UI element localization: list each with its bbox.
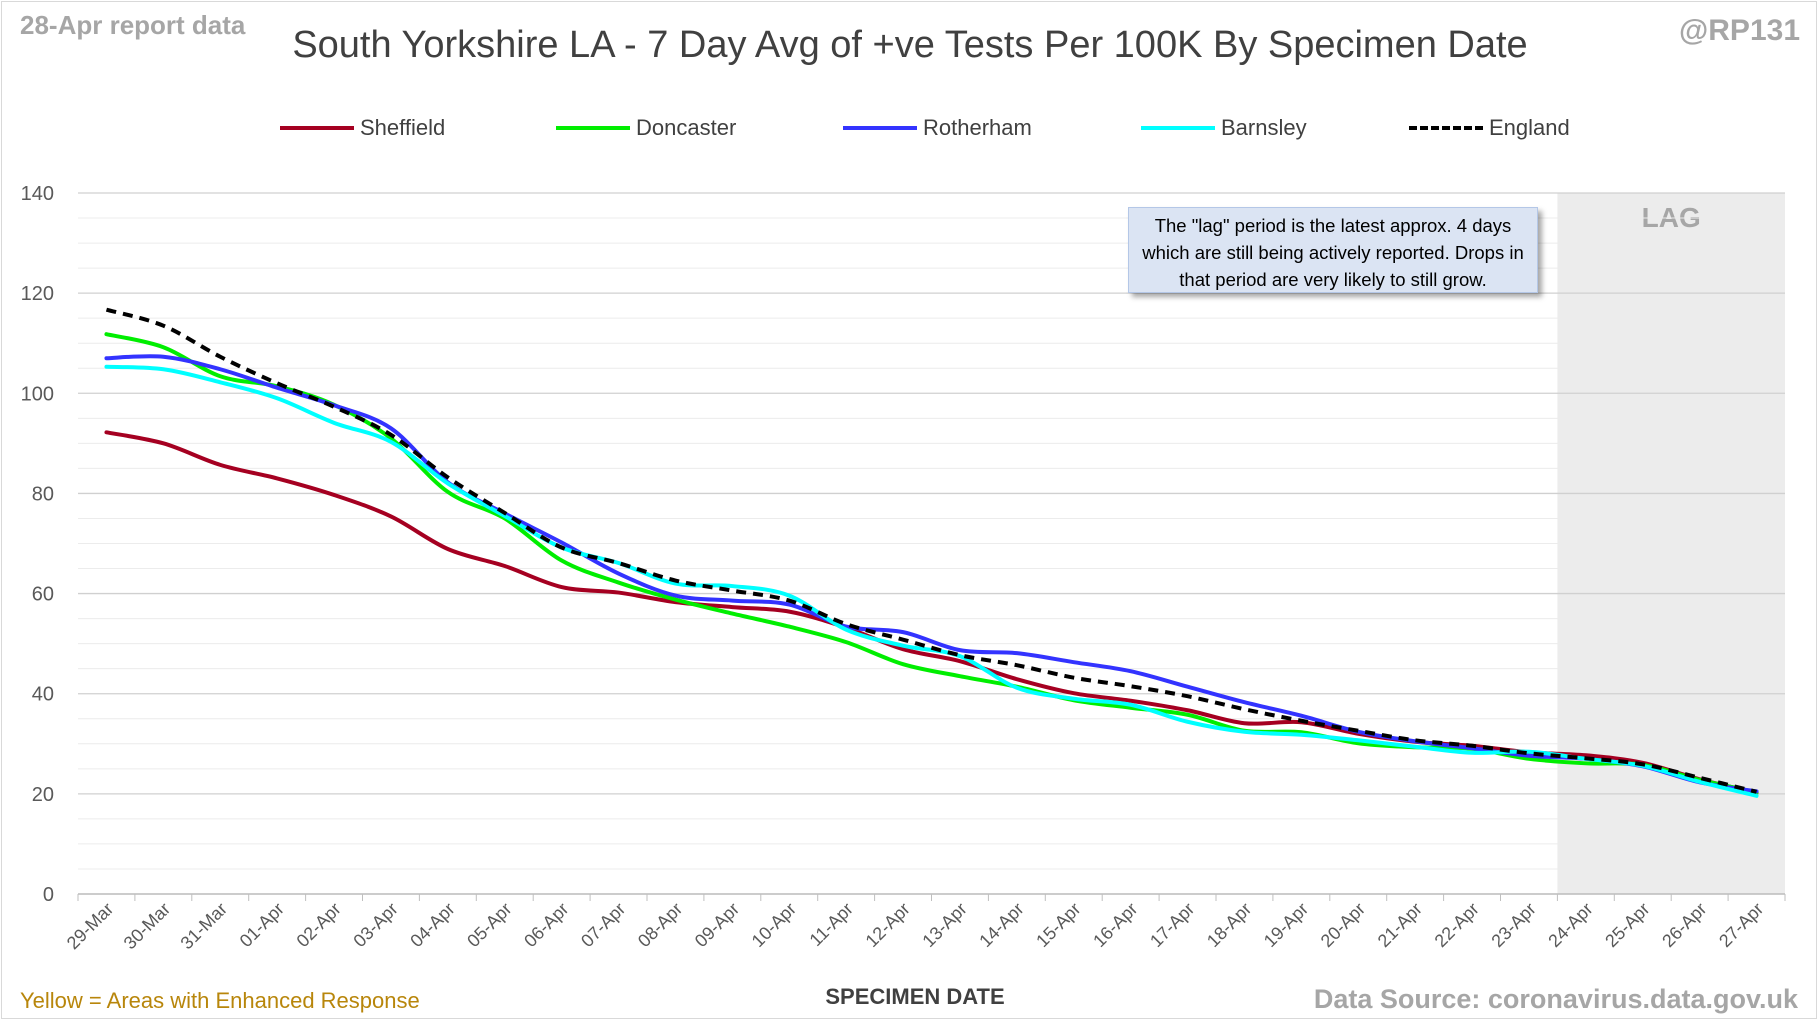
y-tick-label: 20 <box>32 784 54 806</box>
x-tick-label: 12-Apr <box>862 899 914 951</box>
x-tick-label: 24-Apr <box>1544 899 1596 951</box>
y-tick-label: 100 <box>21 383 54 405</box>
y-tick-label: 0 <box>43 884 54 906</box>
x-tick-label: 14-Apr <box>975 899 1027 951</box>
x-tick-label: 05-Apr <box>463 899 515 951</box>
x-tick-label: 13-Apr <box>918 899 970 951</box>
legend-label-rotherham: Rotherham <box>923 115 1032 141</box>
x-tick-label: 26-Apr <box>1658 899 1710 951</box>
y-tick-label: 80 <box>32 483 54 505</box>
x-tick-label: 29-Mar <box>63 899 117 953</box>
y-tick-label: 140 <box>21 183 54 205</box>
legend-swatch-england <box>1409 126 1483 130</box>
x-tick-label: 30-Mar <box>120 899 174 953</box>
legend-swatch-barnsley <box>1141 126 1215 130</box>
lag-label: LAG <box>1642 202 1701 233</box>
legend-swatch-sheffield <box>280 126 354 130</box>
x-tick-label: 02-Apr <box>293 899 345 951</box>
legend-item-barnsley: Barnsley <box>1141 112 1307 144</box>
series-line-doncaster <box>106 334 1756 792</box>
series-line-barnsley <box>106 367 1756 796</box>
x-tick-label: 10-Apr <box>748 899 800 951</box>
legend-label-england: England <box>1489 115 1570 141</box>
x-tick-label: 25-Apr <box>1601 899 1653 951</box>
x-tick-label: 03-Apr <box>349 899 401 951</box>
legend-item-sheffield: Sheffield <box>280 112 445 144</box>
series-line-sheffield <box>106 432 1756 793</box>
x-tick-label: 27-Apr <box>1715 899 1767 951</box>
legend-item-doncaster: Doncaster <box>556 112 736 144</box>
x-tick-label: 15-Apr <box>1032 899 1084 951</box>
x-tick-label: 23-Apr <box>1487 899 1539 951</box>
x-tick-label: 31-Mar <box>177 899 231 953</box>
x-tick-label: 19-Apr <box>1260 899 1312 951</box>
x-tick-label: 17-Apr <box>1146 899 1198 951</box>
x-tick-label: 07-Apr <box>577 899 629 951</box>
legend-item-england: England <box>1409 112 1570 144</box>
series-line-rotherham <box>106 356 1756 791</box>
x-tick-label: 01-Apr <box>236 899 288 951</box>
legend-item-rotherham: Rotherham <box>843 112 1032 144</box>
chart: LAG02040608010012014029-Mar 30-Mar 31-Mar 0… <box>0 0 1820 1022</box>
legend-swatch-doncaster <box>556 126 630 130</box>
data-source: Data Source: coronavirus.data.gov.uk <box>1314 984 1798 1015</box>
x-tick-label: 18-Apr <box>1203 899 1255 951</box>
lag-note: The "lag" period is the latest approx. 4… <box>1128 207 1538 293</box>
x-tick-label: 16-Apr <box>1089 899 1141 951</box>
x-tick-label: 20-Apr <box>1317 899 1369 951</box>
y-tick-label: 120 <box>21 283 54 305</box>
y-tick-label: 60 <box>32 584 54 606</box>
legend-label-barnsley: Barnsley <box>1221 115 1307 141</box>
x-tick-label: 06-Apr <box>520 899 572 951</box>
chart-title: South Yorkshire LA - 7 Day Avg of +ve Te… <box>0 24 1820 67</box>
x-tick-label: 04-Apr <box>406 899 458 951</box>
series-line-england <box>106 310 1756 792</box>
legend-label-sheffield: Sheffield <box>360 115 445 141</box>
legend-label-doncaster: Doncaster <box>636 115 736 141</box>
x-tick-label: 09-Apr <box>691 899 743 951</box>
x-tick-label: 11-Apr <box>806 899 857 950</box>
y-tick-label: 40 <box>32 684 54 706</box>
legend-swatch-rotherham <box>843 126 917 130</box>
x-tick-label: 21-Apr <box>1374 899 1426 951</box>
x-tick-label: 08-Apr <box>634 899 686 951</box>
x-tick-label: 22-Apr <box>1431 899 1483 951</box>
